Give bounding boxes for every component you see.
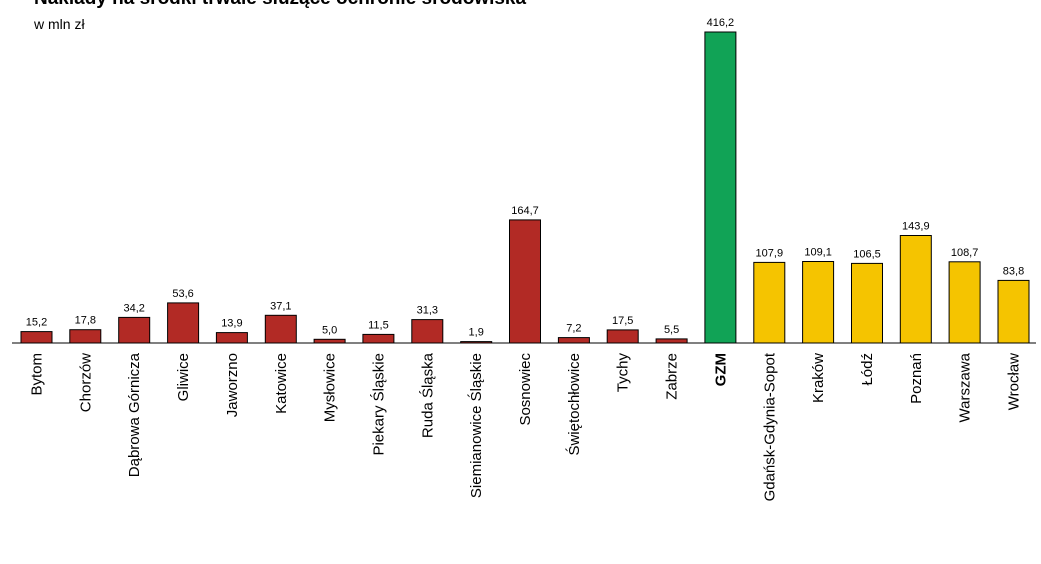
chart-title: Nakłady na środki trwałe służące ochroni… — [34, 0, 526, 10]
bar-6 — [313, 338, 346, 344]
category-label-14: GZM — [712, 353, 729, 386]
value-label-11: 7,2 — [566, 323, 581, 335]
category-label-4: Jaworzno — [224, 353, 241, 417]
bar-15 — [753, 261, 786, 344]
bar-8 — [411, 319, 444, 344]
value-label-8: 31,3 — [417, 305, 438, 317]
bar-10 — [509, 219, 541, 344]
category-label-3: Gliwice — [175, 353, 192, 401]
value-label-3: 53,6 — [172, 288, 193, 300]
value-label-5: 37,1 — [270, 300, 291, 312]
category-label-8: Ruda Śląska — [418, 352, 436, 438]
bar-19 — [948, 261, 981, 344]
value-label-17: 106,5 — [853, 248, 881, 260]
category-label-9: Siemianowice Śląskie — [467, 353, 485, 498]
bar-18 — [899, 235, 932, 344]
category-label-5: Katowice — [273, 353, 290, 414]
category-label-13: Zabrze — [664, 353, 681, 400]
bar-4 — [215, 332, 248, 344]
value-label-20: 83,8 — [1003, 265, 1024, 277]
bar-0 — [20, 331, 53, 344]
category-label-18: Poznań — [908, 353, 925, 404]
value-label-1: 17,8 — [75, 315, 96, 327]
bar-12 — [606, 329, 639, 344]
bar-7 — [362, 333, 395, 344]
category-label-19: Warszawa — [957, 352, 974, 422]
value-label-13: 5,5 — [664, 324, 679, 336]
value-label-9: 1,9 — [469, 327, 484, 339]
category-label-7: Piekary Śląskie — [369, 353, 387, 456]
bar-1 — [69, 329, 102, 344]
chart-subtitle: w mln zł — [34, 16, 85, 32]
category-label-10: Sosnowiec — [517, 353, 534, 426]
value-label-10: 164,7 — [511, 205, 539, 217]
bar-16 — [802, 261, 835, 344]
category-label-0: Bytom — [29, 353, 46, 396]
bar-20 — [997, 279, 1030, 344]
value-label-14: 416,2 — [707, 17, 735, 29]
bar-11 — [557, 337, 590, 344]
value-label-12: 17,5 — [612, 315, 633, 327]
value-label-4: 13,9 — [221, 318, 242, 330]
value-label-6: 5,0 — [322, 324, 337, 336]
category-label-20: Wrocław — [1006, 353, 1023, 410]
category-label-6: Mysłowice — [322, 353, 339, 422]
bar-3 — [167, 302, 200, 344]
bar-17 — [851, 262, 883, 344]
category-label-12: Tychy — [615, 353, 632, 393]
category-label-11: Świętochłowice — [565, 353, 583, 456]
bar-5 — [264, 314, 297, 344]
value-label-2: 34,2 — [123, 302, 144, 314]
value-label-18: 143,9 — [902, 221, 930, 233]
category-label-16: Kraków — [810, 353, 827, 403]
category-label-15: Gdańsk-Gdynia-Sopot — [761, 352, 778, 501]
category-label-2: Dąbrowa Górnicza — [126, 352, 143, 477]
bar-14 — [704, 31, 737, 344]
value-label-0: 15,2 — [26, 317, 47, 329]
bar-2 — [118, 316, 151, 344]
category-label-1: Chorzów — [77, 353, 94, 412]
value-label-15: 107,9 — [756, 247, 784, 259]
category-label-17: Łódź — [859, 353, 876, 386]
value-label-19: 108,7 — [951, 247, 979, 259]
bar-13 — [655, 338, 688, 344]
value-label-7: 11,5 — [368, 319, 389, 331]
value-label-16: 109,1 — [804, 247, 832, 259]
